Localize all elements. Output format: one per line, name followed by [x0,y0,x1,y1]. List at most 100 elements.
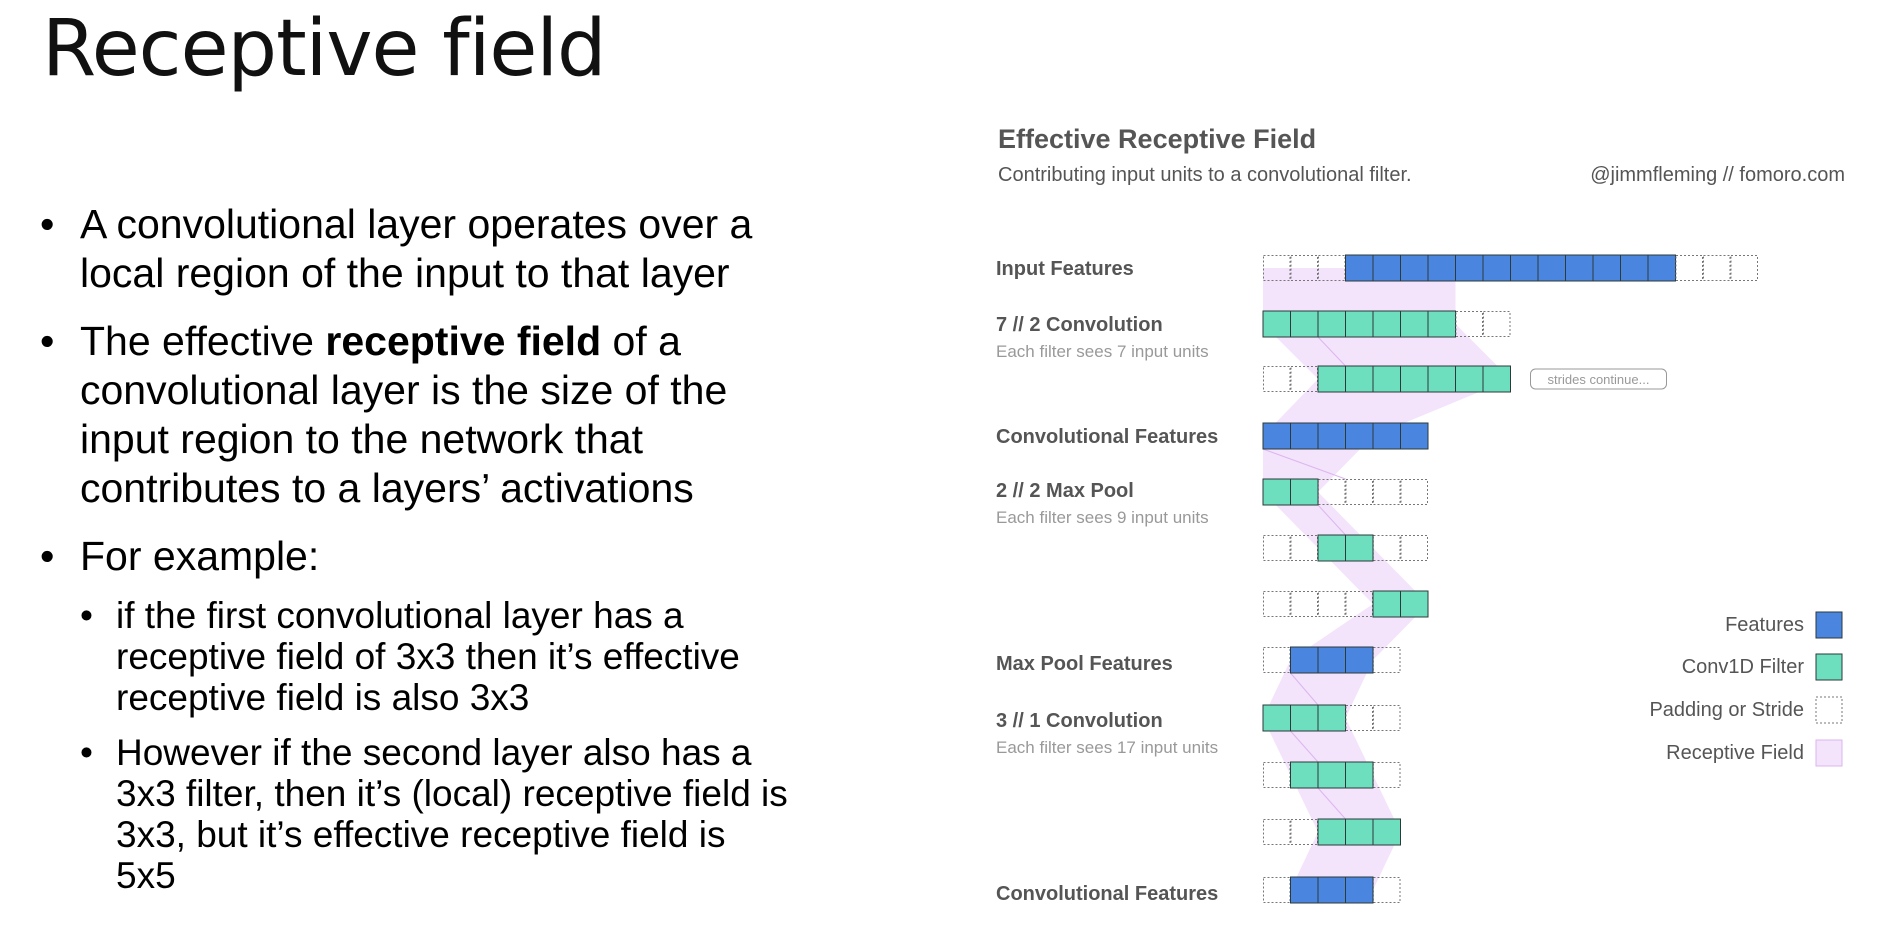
layer-label: Convolutional Features [996,883,1218,905]
receptive-band-segment [1263,436,1373,492]
filter-cell [1345,310,1374,338]
filter-cell [1317,310,1346,338]
legend-label: Conv1D Filter [1682,656,1805,678]
feature-cell [1427,254,1456,282]
padding-cell [1373,479,1401,505]
bullet-line: However if the second layer also has a [116,732,752,773]
filter-cell [1290,704,1319,732]
layer-sublabel: Each filter sees 9 input units [996,508,1209,527]
slide-title: Receptive field [42,4,607,94]
feature-cell [1290,422,1319,450]
layer-rows: Input Features 7 // 2 Convolution Each fil… [996,254,1758,905]
filter-cell [1372,590,1401,618]
feature-cell [1565,254,1594,282]
bullet-item: The effective receptive field of a convo… [40,317,900,513]
feature-cell [1510,254,1539,282]
filter-cell [1345,534,1374,562]
padding-cell [1263,255,1291,281]
bold-term: receptive field [325,318,602,364]
feature-cell [1262,422,1291,450]
legend-swatch-receptive [1815,739,1843,767]
padding-cell [1263,762,1291,788]
padding-cell [1263,819,1291,845]
padding-cell [1400,479,1428,505]
layer-label: 3 // 1 Convolution [996,710,1163,732]
padding-cell [1345,705,1373,731]
filter-cell [1317,761,1346,789]
layer-label: Convolutional Features [996,426,1218,448]
filter-cell [1290,310,1319,338]
bullet-line: receptive field is also 3x3 [116,677,530,718]
padding-cell [1703,255,1731,281]
layer-sublabel: Each filter sees 17 input units [996,738,1218,757]
receptive-band-segment [1290,832,1401,890]
filter-cell [1372,365,1401,393]
receptive-connector [1317,336,1346,367]
filter-cell [1427,310,1456,338]
receptive-connector [1290,672,1319,706]
receptive-band-segment [1263,268,1456,324]
filter-cell [1372,818,1401,846]
filter-cell [1345,761,1374,789]
layer-label: 7 // 2 Convolution [996,314,1163,336]
padding-cell [1373,535,1401,561]
padding-cell [1455,311,1483,337]
padding-cell [1290,591,1318,617]
bullet-text: The effective [80,318,326,364]
strides-note: strides continue... [1548,372,1650,387]
layer-label: 2 // 2 Max Pool [996,480,1134,502]
feature-cell [1400,254,1429,282]
bullet-line: receptive field of 3x3 then it’s effecti… [116,636,740,677]
bullet-list: A convolutional layer operates over a lo… [40,200,900,902]
bullet-item: For example: [40,532,900,581]
feature-cell [1455,254,1484,282]
feature-cell [1647,254,1676,282]
receptive-band-segment [1263,718,1373,775]
layer-label: Max Pool Features [996,653,1173,675]
receptive-connector [1317,504,1346,536]
figure-subtitle: Contributing input units to a convolutio… [998,164,1412,186]
bullet-line: 3x3, but it’s effective receptive field … [116,814,726,855]
receptive-field-band [1262,268,1511,890]
feature-cell [1317,876,1346,904]
filter-cell [1345,818,1374,846]
bullet-line: The effective receptive field of a [80,317,900,366]
padding-cell [1318,479,1346,505]
filter-cell [1482,365,1511,393]
padding-cell [1345,479,1373,505]
filter-cell [1262,478,1291,506]
legend-label: Padding or Stride [1649,699,1804,721]
filter-cell [1427,365,1456,393]
receptive-connector [1317,787,1346,820]
feature-cell [1290,876,1319,904]
padding-cell [1318,591,1346,617]
legend-swatch-padding [1815,696,1843,724]
padding-cell [1263,647,1291,673]
legend-label: Receptive Field [1666,742,1804,764]
feature-cell [1345,646,1374,674]
figure-credit: @jimmfleming // fomoro.com [1590,164,1845,186]
layer-label: Input Features [996,258,1134,280]
padding-cell [1290,366,1318,392]
padding-cell [1675,255,1703,281]
receptive-band-segment [1263,324,1511,379]
bullet-line: 5x5 [116,855,176,896]
receptive-band-segment [1318,548,1428,604]
bullet-text: of a [601,318,681,364]
filter-cell [1262,310,1291,338]
padding-cell [1373,647,1401,673]
padding-cell [1400,535,1428,561]
feature-cell [1290,646,1319,674]
bullet-line: A convolutional layer operates over a [80,201,753,247]
filter-cell [1400,590,1429,618]
feature-cell [1345,876,1374,904]
filter-cell [1317,534,1346,562]
bullet-line: For example: [80,533,320,579]
bullet-line: 3x3 filter, then it’s (local) receptive … [116,773,788,814]
bullet-line: input region to the network that [80,416,643,462]
padding-cell [1373,762,1401,788]
padding-cell [1290,255,1318,281]
filter-cell [1455,365,1484,393]
padding-cell [1290,819,1318,845]
padding-cell [1318,255,1346,281]
